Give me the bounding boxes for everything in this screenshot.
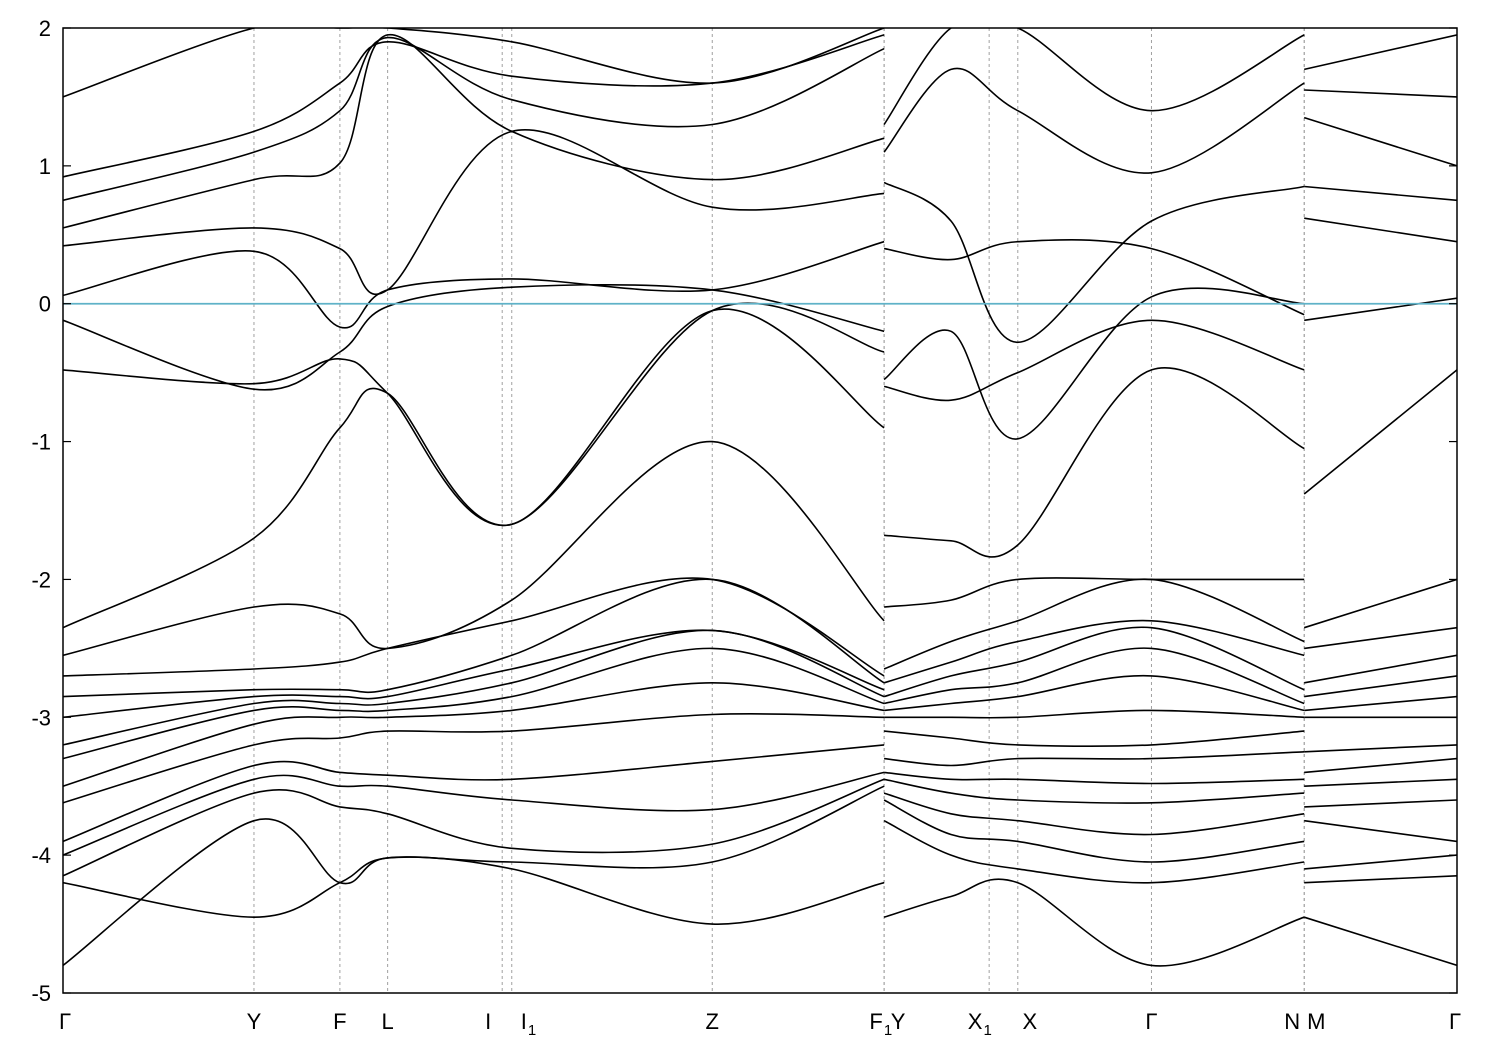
band-line-seg0-18 [63, 34, 885, 229]
band-line-seg2-10 [1304, 675, 1457, 698]
band-line-seg0-12 [63, 440, 885, 657]
band-line-seg1-9 [884, 674, 1305, 712]
band-line-seg2-20 [1304, 34, 1457, 71]
band-line-seg0-6 [63, 681, 885, 787]
band-line-seg0-19 [63, 36, 885, 202]
band-line-seg2-1 [1304, 875, 1457, 884]
ytick-label-7: -5 [31, 981, 51, 1006]
band-line-seg0-8 [63, 629, 885, 746]
band-line-seg2-17 [1304, 185, 1457, 202]
band-line-seg0-0 [63, 818, 885, 967]
band-line-seg2-19 [1304, 89, 1457, 98]
band-line-seg1-12 [883, 619, 1305, 684]
ytick-label-6: -4 [31, 843, 51, 868]
band-line-seg1-21 [883, 28, 1305, 125]
band-line-seg1-5 [884, 771, 1305, 785]
band-line-seg1-2 [883, 799, 1305, 863]
band-line-seg1-19 [883, 181, 1305, 344]
band-layer [63, 28, 1457, 967]
band-line-seg0-10 [63, 578, 885, 698]
band-line-seg0-5 [63, 713, 885, 804]
xtick-label-3: L [382, 1009, 394, 1034]
band-line-seg2-15 [1304, 297, 1457, 322]
plot-frame [62, 27, 1458, 994]
band-line-seg0-17 [63, 129, 885, 296]
xtick-label-14: Γ [1449, 1009, 1461, 1034]
xtick-label-6: Z [706, 1009, 719, 1034]
band-line-seg2-16 [1304, 217, 1457, 243]
band-line-seg0-1 [63, 785, 885, 919]
ytick-label-3: -1 [31, 430, 51, 455]
band-line-seg1-1 [883, 819, 1305, 884]
band-line-seg0-15 [63, 283, 885, 391]
band-line-seg2-4 [1304, 799, 1457, 808]
ytick-label-0: 2 [39, 16, 51, 41]
ytick-label-4: -2 [31, 567, 51, 592]
band-line-seg0-16 [63, 240, 885, 329]
band-line-seg1-6 [884, 751, 1305, 767]
band-line-seg2-18 [1303, 116, 1457, 167]
band-line-seg1-0 [883, 878, 1305, 967]
xtick-label-0: Γ [59, 1009, 71, 1034]
band-line-seg0-7 [63, 647, 885, 760]
band-line-seg1-17 [883, 287, 1305, 440]
band-line-seg2-11 [1304, 654, 1457, 684]
band-line-seg1-8 [884, 709, 1305, 719]
ytick-label-5: -3 [31, 705, 51, 730]
band-line-seg2-7 [1304, 744, 1457, 753]
xtick-label-8: Y [891, 1009, 906, 1034]
band-line-seg1-4 [883, 778, 1305, 804]
band-line-seg2-12 [1304, 626, 1457, 650]
xtick-sub-5: 1 [528, 1022, 536, 1039]
band-line-seg1-18 [883, 238, 1305, 316]
band-line-seg0-11 [63, 577, 885, 677]
band-line-seg0-14 [63, 302, 885, 527]
band-line-seg2-5 [1304, 778, 1457, 787]
band-line-seg0-9 [63, 629, 885, 719]
xtick-label-5: I [521, 1009, 527, 1034]
band-line-seg1-13 [883, 578, 1305, 670]
band-line-seg2-3 [1304, 819, 1457, 843]
band-line-seg0-2 [63, 778, 885, 877]
label-layer: 210-1-2-3-4-5Γ Y F L I I 1 Z F 1Y X 1 X Γ N M Γ [31, 16, 1461, 1039]
xtick-label-4: I [485, 1009, 491, 1034]
xtick-label-12: N [1284, 1009, 1300, 1034]
xtick-label-11: Γ [1145, 1009, 1157, 1034]
ytick-label-2: 0 [39, 292, 51, 317]
ytick-label-1: 1 [39, 154, 51, 179]
xtick-label-1: Y [247, 1009, 262, 1034]
xtick-label-9: X [968, 1009, 983, 1034]
band-line-seg1-7 [884, 730, 1305, 748]
band-line-seg0-3 [63, 771, 885, 856]
band-line-seg2-6 [1304, 757, 1457, 774]
band-line-seg2-13 [1303, 578, 1457, 629]
band-line-seg1-3 [883, 792, 1305, 836]
grid-layer [253, 28, 1305, 993]
xtick-label-7: F [869, 1009, 882, 1034]
band-line-seg0-13 [63, 308, 885, 629]
xtick-sub-9: 1 [983, 1022, 991, 1039]
xtick-label-2: F [333, 1009, 346, 1034]
band-line-seg1-14 [884, 577, 1305, 608]
band-line-seg1-16 [883, 319, 1305, 402]
band-line-seg0-21 [63, 28, 885, 98]
axis-layer [62, 27, 1458, 994]
band-line-seg1-11 [883, 626, 1305, 698]
xtick-sub-7: 1 [884, 1022, 892, 1039]
xtick-label-10: X [1022, 1009, 1037, 1034]
xtick-label-13: M [1307, 1009, 1325, 1034]
band-line-seg1-15 [884, 367, 1305, 558]
band-line-seg0-4 [63, 744, 885, 843]
band-line-seg1-10 [883, 647, 1305, 705]
band-line-seg2-14 [1303, 369, 1457, 495]
band-line-seg1-20 [883, 67, 1305, 174]
band-line-seg2-0 [1303, 916, 1457, 967]
band-line-seg2-2 [1304, 854, 1457, 870]
band-line-seg2-9 [1304, 695, 1457, 712]
